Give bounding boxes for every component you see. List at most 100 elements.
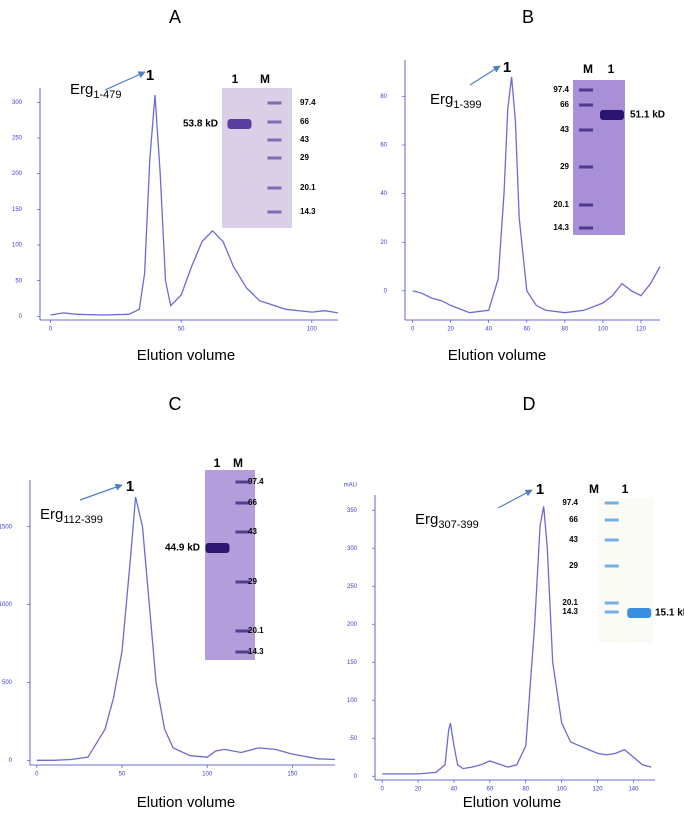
marker-label: 97.4 xyxy=(562,498,578,507)
y-tick-label: 250 xyxy=(12,136,23,142)
marker-band xyxy=(235,480,250,484)
y-tick-label: 200 xyxy=(347,622,358,628)
panel-title: A xyxy=(169,7,181,27)
marker-band xyxy=(579,203,593,207)
panel-title: C xyxy=(169,394,182,414)
y-tick-label: 0 xyxy=(9,758,13,764)
x-tick-label: 50 xyxy=(119,772,126,778)
protein-range: 1-479 xyxy=(93,89,121,101)
marker-label: 43 xyxy=(300,135,309,144)
marker-label: 97.4 xyxy=(300,98,316,107)
protein-range: 112-399 xyxy=(63,514,103,526)
x-axis-label: Elution volume xyxy=(137,794,235,811)
x-tick-label: 60 xyxy=(487,787,494,793)
marker-band xyxy=(267,186,282,190)
marker-band xyxy=(267,120,282,124)
protein-label: Erg307-399 xyxy=(415,511,479,531)
x-tick-label: 0 xyxy=(49,327,53,333)
marker-label: 66 xyxy=(560,100,569,109)
y-tick-label: 150 xyxy=(12,207,23,213)
marker-label: 43 xyxy=(569,535,578,544)
x-tick-label: 80 xyxy=(562,327,569,333)
marker-label: 29 xyxy=(248,577,257,586)
band-label: 15.1 kD xyxy=(655,608,684,619)
marker-band xyxy=(579,226,593,230)
x-tick-label: 100 xyxy=(307,327,318,333)
marker-label: 29 xyxy=(300,153,309,162)
lane-label: 1 xyxy=(232,72,239,86)
marker-label: 20.1 xyxy=(300,183,316,192)
panel-title: B xyxy=(522,7,534,27)
elution-curve xyxy=(412,76,661,314)
panel-title: D xyxy=(523,394,536,414)
marker-label: 43 xyxy=(560,125,569,134)
gel xyxy=(573,80,625,235)
y-tick-label: 500 xyxy=(2,680,13,686)
x-tick-label: 20 xyxy=(415,787,422,793)
marker-label: 66 xyxy=(248,498,257,507)
peak-label: 1 xyxy=(536,481,544,498)
lane-label: M xyxy=(260,72,270,86)
marker-label: 66 xyxy=(569,515,578,524)
lane-label: 1 xyxy=(622,482,629,496)
sample-band xyxy=(600,110,624,120)
marker-band xyxy=(267,101,282,105)
marker-band xyxy=(579,103,593,107)
y-tick-label: 0 xyxy=(384,288,388,294)
peak-label: 1 xyxy=(126,478,134,495)
x-axis-label: Elution volume xyxy=(448,347,546,364)
x-tick-label: 0 xyxy=(411,327,415,333)
marker-label: 20.1 xyxy=(562,598,578,607)
elution-curve xyxy=(50,95,339,316)
y-tick-label: 1500 xyxy=(0,524,13,530)
peak-arrow xyxy=(497,489,533,509)
sample-band xyxy=(205,543,230,553)
x-tick-label: 100 xyxy=(557,787,568,793)
y-tick-label: 40 xyxy=(380,191,387,197)
y-tick-label: 0 xyxy=(19,314,23,320)
marker-band xyxy=(235,530,250,534)
y-axis-label: mAU xyxy=(344,483,357,489)
y-tick-label: 100 xyxy=(12,243,23,249)
x-tick-label: 0 xyxy=(35,772,39,778)
peak-label: 1 xyxy=(146,67,154,84)
marker-label: 29 xyxy=(569,561,578,570)
marker-band xyxy=(604,601,619,605)
x-tick-label: 140 xyxy=(628,787,639,793)
y-tick-label: 100 xyxy=(347,698,358,704)
marker-band xyxy=(604,538,619,542)
x-tick-label: 60 xyxy=(523,327,530,333)
marker-band xyxy=(604,518,619,522)
marker-label: 66 xyxy=(300,117,309,126)
marker-band xyxy=(267,138,282,142)
lane-label: 1 xyxy=(608,62,615,76)
marker-label: 20.1 xyxy=(248,626,264,635)
y-tick-label: 1000 xyxy=(0,602,13,608)
y-tick-label: 50 xyxy=(350,736,357,742)
x-tick-label: 80 xyxy=(522,787,529,793)
protein-range: 307-399 xyxy=(438,519,478,531)
marker-band xyxy=(604,564,619,568)
y-tick-label: 300 xyxy=(12,100,23,106)
marker-label: 14.3 xyxy=(562,607,578,616)
lane-label: M xyxy=(233,456,243,470)
x-tick-label: 100 xyxy=(598,327,609,333)
marker-band xyxy=(235,650,250,654)
protein-label: Erg112-399 xyxy=(40,506,103,526)
marker-label: 14.3 xyxy=(553,223,569,232)
y-tick-label: 350 xyxy=(347,508,358,514)
lane-label: M xyxy=(589,482,599,496)
marker-label: 20.1 xyxy=(553,200,569,209)
marker-band xyxy=(235,580,250,584)
peak-arrow xyxy=(469,65,501,86)
y-tick-label: 250 xyxy=(347,584,358,590)
gel xyxy=(598,498,653,643)
marker-label: 14.3 xyxy=(300,207,316,216)
marker-band xyxy=(235,501,250,505)
marker-band xyxy=(579,88,593,92)
x-tick-label: 20 xyxy=(447,327,454,333)
peak-arrow xyxy=(104,71,146,91)
marker-label: 43 xyxy=(248,527,257,536)
x-tick-label: 150 xyxy=(287,772,298,778)
x-axis-label: Elution volume xyxy=(137,347,235,364)
